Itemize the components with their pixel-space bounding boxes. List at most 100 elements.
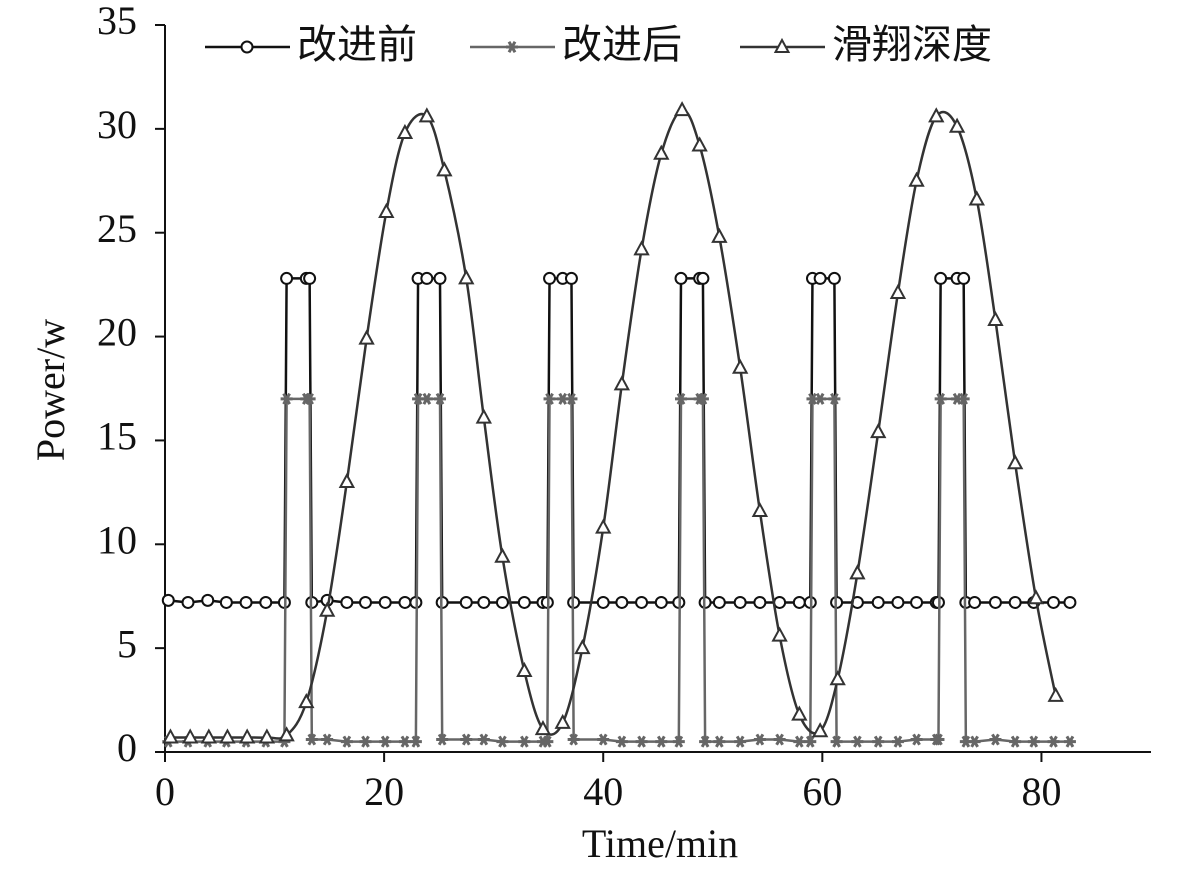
marker <box>200 728 218 744</box>
marker <box>813 271 827 285</box>
x-tick-label: 80 <box>1021 769 1061 814</box>
marker <box>338 472 356 488</box>
marker <box>161 593 175 607</box>
y-tick-label: 30 <box>97 102 137 147</box>
marker <box>711 227 728 243</box>
marker <box>1047 686 1064 702</box>
marker <box>409 735 422 748</box>
marker <box>615 735 628 748</box>
legend-label: 滑翔深度 <box>832 22 992 67</box>
marker <box>734 735 747 748</box>
marker <box>891 735 904 748</box>
marker <box>696 271 710 285</box>
marker <box>811 722 829 738</box>
marker <box>699 735 712 748</box>
y-tick-label: 0 <box>117 725 137 770</box>
marker <box>871 595 885 609</box>
marker <box>433 271 447 285</box>
marker <box>771 626 788 642</box>
marker <box>733 595 747 609</box>
marker <box>1027 589 1045 605</box>
marker <box>830 735 843 748</box>
marker <box>239 595 253 609</box>
marker <box>458 269 475 285</box>
marker <box>477 595 491 609</box>
marker <box>829 670 846 686</box>
marker <box>181 595 195 609</box>
marker <box>518 735 531 748</box>
marker <box>477 733 490 746</box>
marker <box>1046 595 1060 609</box>
marker <box>278 726 295 742</box>
marker <box>753 595 767 609</box>
series-line <box>168 277 1070 604</box>
marker <box>495 595 509 609</box>
marker <box>828 392 841 405</box>
marker <box>696 392 709 405</box>
marker <box>418 107 436 123</box>
marker <box>731 358 749 374</box>
marker <box>851 735 864 748</box>
marker <box>673 101 691 117</box>
marker <box>872 735 885 748</box>
marker <box>259 595 273 609</box>
marker <box>908 171 925 187</box>
y-tick-label: 35 <box>97 0 137 43</box>
series-line <box>168 397 1070 743</box>
marker <box>613 375 631 391</box>
marker <box>496 735 509 748</box>
x-tick-label: 60 <box>802 769 842 814</box>
marker <box>182 728 199 744</box>
marker <box>635 735 648 748</box>
marker <box>1006 454 1024 470</box>
marker <box>672 735 685 748</box>
marker <box>321 733 334 746</box>
marker <box>968 595 982 609</box>
marker <box>635 595 649 609</box>
marker <box>655 735 668 748</box>
marker <box>396 123 414 140</box>
marker <box>891 595 905 609</box>
marker <box>201 593 215 607</box>
marker <box>792 595 806 609</box>
marker <box>948 117 966 133</box>
x-axis-title: Time/min <box>582 821 738 866</box>
x-tick-label: 40 <box>583 769 623 814</box>
marker <box>280 392 293 405</box>
marker <box>238 728 256 744</box>
marker <box>340 595 354 609</box>
marker <box>516 661 533 677</box>
marker <box>934 271 948 285</box>
marker <box>713 735 726 748</box>
marker <box>814 392 827 405</box>
marker <box>565 392 578 405</box>
marker <box>378 202 395 218</box>
marker <box>633 240 650 256</box>
marker <box>318 601 336 617</box>
marker <box>691 136 708 152</box>
marker <box>957 271 971 285</box>
marker <box>674 271 688 285</box>
marker <box>554 713 571 729</box>
marker <box>595 518 612 534</box>
marker <box>870 423 887 439</box>
marker <box>303 271 317 285</box>
marker <box>1009 735 1022 748</box>
x-tick-label: 0 <box>155 769 175 814</box>
marker <box>791 705 808 721</box>
marker <box>751 501 769 518</box>
marker <box>534 720 552 736</box>
marker <box>910 733 923 746</box>
marker <box>475 408 492 424</box>
marker <box>988 595 1002 609</box>
marker <box>987 310 1004 326</box>
x-tick-label: 20 <box>364 769 404 814</box>
legend-label: 改进前 <box>297 22 417 67</box>
marker <box>849 564 866 580</box>
marker <box>932 733 945 746</box>
marker <box>1047 735 1060 748</box>
marker <box>305 733 318 746</box>
marker <box>675 392 688 405</box>
marker <box>298 693 315 709</box>
marker <box>517 595 531 609</box>
